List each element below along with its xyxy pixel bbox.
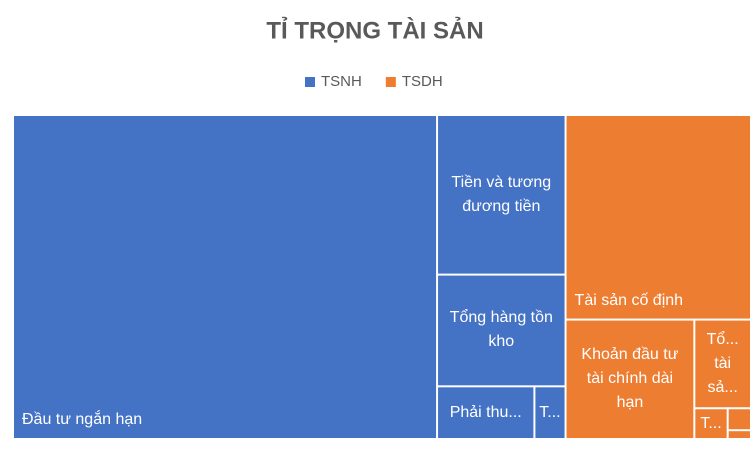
- treemap-tile: [14, 116, 437, 438]
- legend-label: TSNH: [321, 73, 362, 90]
- tile-label: Khoản đầu tư tài chính dài hạn: [581, 346, 679, 412]
- tile-label: Tiền và tương đương tiền: [451, 173, 552, 215]
- legend-label: TSDH: [402, 73, 443, 90]
- tile-label: Đầu tư ngắn hạn: [22, 411, 143, 428]
- tile-label-box: Phải thu...: [449, 403, 522, 421]
- legend-swatch: [385, 77, 396, 87]
- treemap-tile: [535, 387, 565, 438]
- tile-label-box: T...: [539, 403, 561, 421]
- treemap-tile: [438, 116, 565, 274]
- tile-label-box: T...: [700, 414, 722, 432]
- legend-swatch: [305, 77, 315, 87]
- treemap-tile: [728, 431, 750, 438]
- tile-label: Tài sản cố định: [574, 291, 684, 309]
- treemap-tile: [566, 320, 694, 438]
- tile-label: Tổ... tài sả...: [706, 330, 739, 396]
- tile-label-box: Tiền và tương đương tiền: [451, 173, 552, 215]
- treemap-tile: [438, 387, 534, 438]
- tile-label: T...: [700, 414, 722, 432]
- tile-label: T...: [539, 403, 561, 421]
- tile-label-box: Tài sản cố định: [574, 291, 684, 309]
- tile-label: Phải thu...: [449, 403, 522, 421]
- tile-label-box: Tổ... tài sả...: [706, 330, 739, 396]
- treemap-tile: [438, 275, 565, 386]
- treemap-tile: [695, 320, 750, 408]
- tile-label-box: Tổng hàng tồn kho: [449, 309, 553, 351]
- tile-label-box: Đầu tư ngắn hạn: [22, 411, 143, 428]
- chart-title: TỈ TRỌNG TÀI SẢN: [266, 15, 483, 44]
- treemap-tile: [728, 409, 750, 430]
- treemap-tile: [566, 116, 750, 319]
- treemap-tile: [695, 409, 727, 438]
- tile-label: Tổng hàng tồn kho: [449, 309, 553, 351]
- tile-label-box: Khoản đầu tư tài chính dài hạn: [581, 346, 679, 412]
